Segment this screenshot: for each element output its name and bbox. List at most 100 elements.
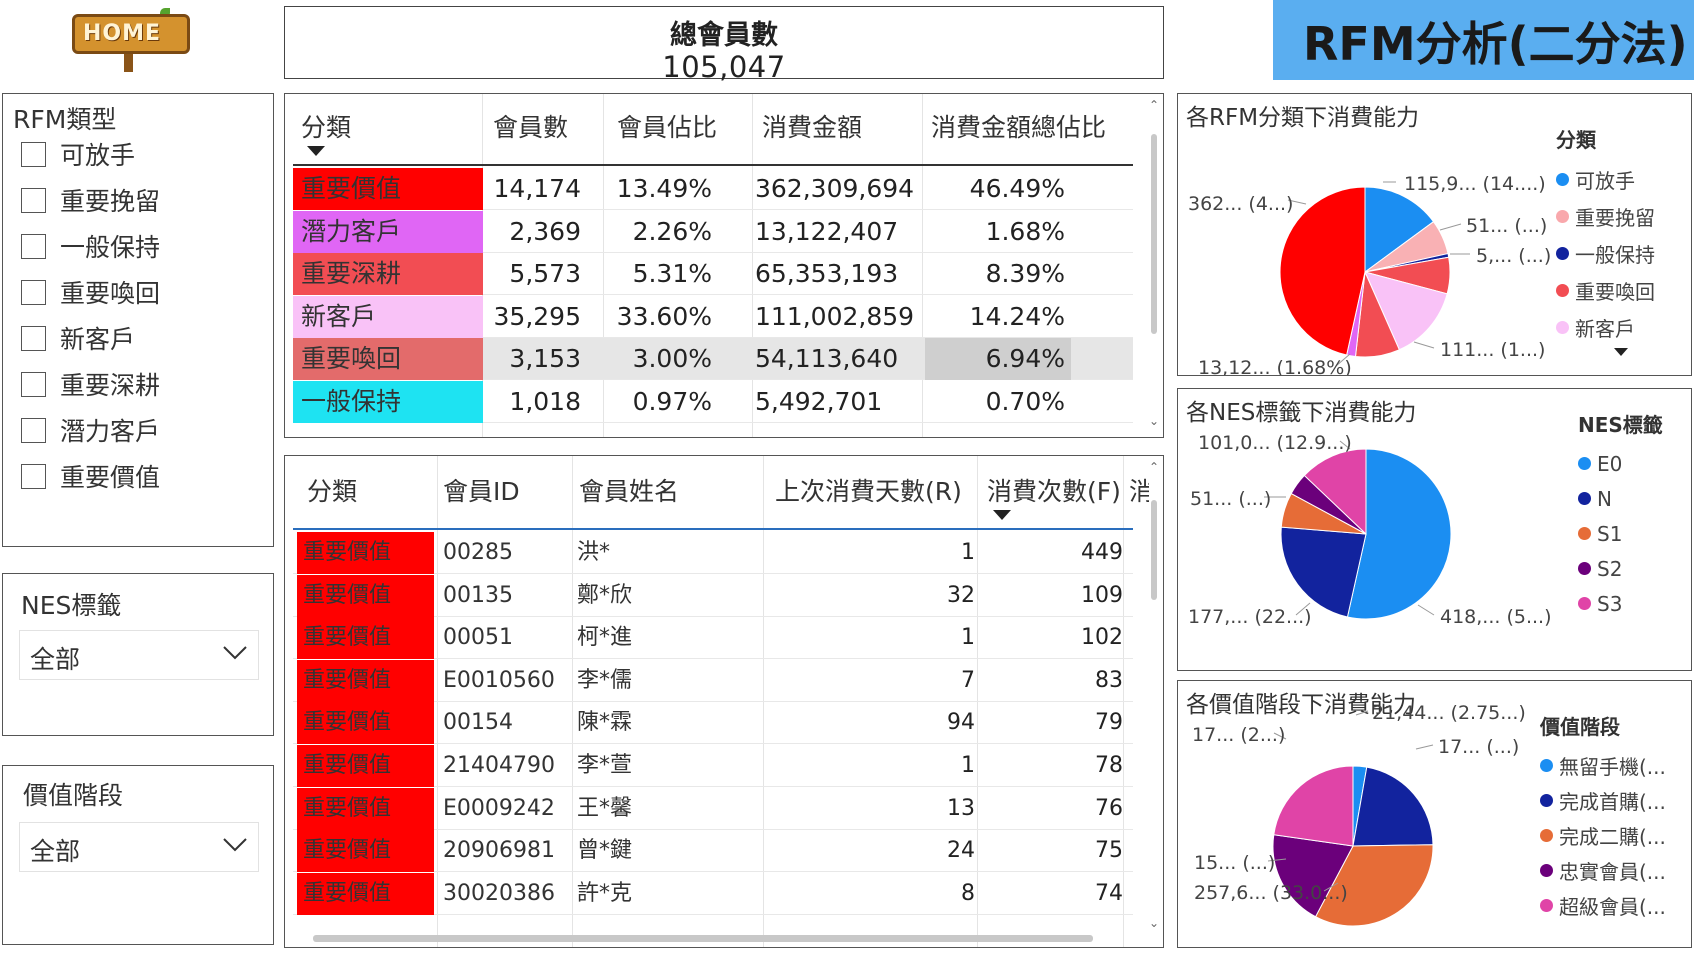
legend-title: NES標籤 [1578, 413, 1663, 437]
table-row[interactable]: 重要價值 14,174 13.49% 362,309,694 46.49% [293, 168, 1133, 210]
vertical-scrollbar[interactable]: ⌃ ⌄ [1149, 98, 1159, 428]
cell-amount: 5,492,701 [755, 386, 883, 416]
column-header[interactable]: 消費金額總佔比 [931, 113, 1107, 142]
checkbox[interactable] [21, 187, 46, 213]
legend-item[interactable]: 重要挽留 [1556, 198, 1655, 235]
vertical-scrollbar[interactable]: ⌃ ⌄ [1149, 460, 1159, 930]
legend-scroll-down-icon[interactable] [1614, 348, 1628, 356]
pie-slice[interactable] [1272, 834, 1354, 918]
slicer-item[interactable]: 可放手 [21, 138, 135, 170]
legend-item[interactable]: 忠實會員(... [1540, 853, 1666, 888]
table-row[interactable]: 重要價值 00285 洪* 1 449 [293, 532, 1133, 574]
legend-item[interactable]: 重要喚回 [1556, 272, 1655, 309]
pie-slice[interactable] [1279, 186, 1366, 356]
slicer-item[interactable]: 重要喚回 [21, 276, 160, 308]
legend-item[interactable]: 新客戶 [1556, 309, 1655, 346]
table-row[interactable]: 一般保持 1,018 0.97% 5,492,701 0.70% [293, 380, 1133, 423]
column-header[interactable]: 消費次數(F) [987, 477, 1121, 506]
slicer-item[interactable]: 一般保持 [21, 230, 160, 262]
pie-slice[interactable] [1364, 186, 1435, 273]
legend-item[interactable]: N [1578, 481, 1663, 516]
legend-dot-icon [1578, 492, 1591, 505]
checkbox[interactable] [21, 463, 46, 489]
legend-item[interactable]: 完成首購(... [1540, 783, 1666, 818]
column-header[interactable]: 會員數 [493, 113, 569, 142]
checkbox[interactable] [21, 233, 46, 259]
data-label: 5,... (...) [1476, 245, 1551, 267]
slicer-item[interactable]: 潛力客戶 [21, 414, 160, 446]
legend-dot-icon [1556, 321, 1569, 334]
scrollbar-thumb[interactable] [1151, 134, 1157, 334]
pie-slice[interactable] [1273, 765, 1354, 847]
cell-count: 5,573 [509, 259, 581, 288]
table-row[interactable]: 重要喚回 3,153 3.00% 54,113,640 6.94% [293, 338, 1133, 380]
column-header[interactable]: 會員佔比 [617, 113, 718, 142]
legend-items: 無留手機(... 完成首購(... 完成二購(... 忠實會員(... 超級會員(... [1540, 748, 1666, 923]
checkbox[interactable] [21, 417, 46, 443]
scroll-down-icon[interactable]: ⌄ [1149, 414, 1160, 428]
value-stage-dropdown[interactable]: 全部 [19, 822, 259, 872]
legend-item[interactable]: S1 [1578, 516, 1663, 551]
table-row[interactable]: 重要價值 00154 陳*霖 94 79 [293, 702, 1133, 745]
table-row[interactable]: 重要價值 30020386 許*克 8 74 [293, 872, 1133, 915]
scroll-up-icon[interactable]: ⌃ [1149, 98, 1160, 112]
slicer-item[interactable]: 重要挽留 [21, 184, 160, 216]
cell-amount: 362,309,694 [755, 174, 915, 203]
table-row[interactable]: 重要深耕 5,573 5.31% 65,353,193 8.39% [293, 253, 1133, 295]
data-label: 177,... (22...) [1188, 606, 1312, 628]
table-header: 分類 會員ID 會員姓名 上次消費天數(R) 消費次數(F) 消 [293, 456, 1154, 530]
slicer-item[interactable]: 重要深耕 [21, 368, 160, 400]
checkbox[interactable] [21, 325, 46, 351]
legend-item[interactable]: S2 [1578, 551, 1663, 586]
scrollbar-thumb[interactable] [313, 935, 1093, 942]
sort-descending-icon[interactable] [307, 146, 325, 156]
table-row[interactable]: 重要價值 00135 鄭*欣 32 109 [293, 574, 1133, 617]
scrollbar-thumb[interactable] [1151, 500, 1157, 600]
scroll-down-icon[interactable]: ⌄ [1149, 916, 1160, 930]
checkbox[interactable] [21, 141, 46, 167]
legend-item[interactable]: 一般保持 [1556, 235, 1655, 272]
pie-slice[interactable] [1303, 448, 1367, 536]
pie-slice[interactable] [1364, 271, 1448, 351]
table-row[interactable]: 重要價值 E0010560 李*儒 7 83 [293, 659, 1133, 702]
pie-slice[interactable] [1352, 766, 1434, 847]
checkbox[interactable] [21, 279, 46, 305]
home-button[interactable]: HOME [72, 8, 192, 72]
legend-item[interactable]: E0 [1578, 446, 1663, 481]
frequency-cell: 78 [1095, 753, 1123, 778]
table-row[interactable]: 重要價值 20906981 曾*鍵 24 75 [293, 830, 1133, 873]
column-header[interactable]: 會員ID [443, 477, 520, 506]
table-row[interactable]: 重要價值 21404790 李*萱 1 78 [293, 745, 1133, 787]
checkbox[interactable] [21, 371, 46, 397]
sort-descending-icon[interactable] [993, 510, 1011, 520]
table-row[interactable]: 重要價值 00051 柯*進 1 102 [293, 617, 1133, 660]
legend-item[interactable]: 完成二購(... [1540, 818, 1666, 853]
horizontal-scrollbar[interactable] [293, 933, 1123, 943]
table-row[interactable]: 重要價值 E0009242 王*馨 13 76 [293, 787, 1133, 830]
member-id-cell: 00154 [443, 710, 513, 736]
data-label: 17... (2...) [1192, 724, 1285, 746]
column-header[interactable]: 分類 [301, 113, 352, 142]
column-header[interactable]: 消費金額 [762, 113, 863, 142]
slicer-item[interactable]: 新客戶 [21, 322, 135, 354]
column-header[interactable]: 會員姓名 [579, 477, 680, 506]
pie-slice[interactable] [1280, 526, 1367, 618]
pie-slice[interactable] [1314, 844, 1434, 927]
legend-item[interactable]: 超級會員(... [1540, 888, 1666, 923]
pie-slice[interactable] [1346, 448, 1452, 620]
slicer-title: NES標籤 [21, 591, 122, 620]
legend-label: 完成首購(... [1559, 790, 1666, 814]
scroll-up-icon[interactable]: ⌃ [1149, 460, 1160, 474]
table-row[interactable]: 新客戶 35,295 33.60% 111,002,859 14.24% [293, 295, 1133, 338]
slicer-item[interactable]: 重要價值 [21, 460, 160, 492]
column-header[interactable]: 分類 [307, 477, 358, 506]
column-header[interactable]: 上次消費天數(R) [775, 477, 962, 506]
table-row[interactable]: 潛力客戶 2,369 2.26% 13,122,407 1.68% [293, 210, 1133, 253]
legend-item[interactable]: 無留手機(... [1540, 748, 1666, 783]
nes-dropdown[interactable]: 全部 [19, 630, 259, 680]
legend-item[interactable]: S3 [1578, 586, 1663, 621]
cell-count: 3,153 [509, 344, 581, 373]
data-label: 17... (...) [1438, 736, 1519, 758]
data-label: 15... (...) [1194, 852, 1275, 874]
legend-item[interactable]: 可放手 [1556, 161, 1655, 198]
